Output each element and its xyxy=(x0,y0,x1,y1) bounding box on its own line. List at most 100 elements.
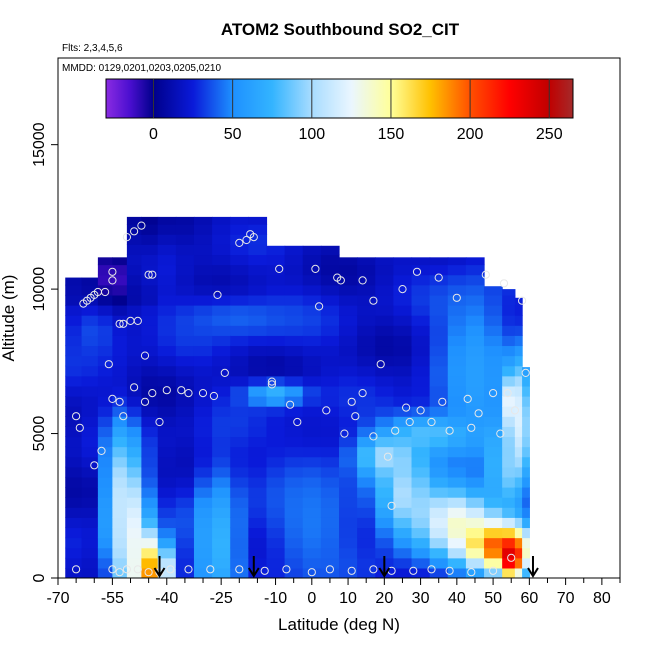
heatmap-cell xyxy=(230,385,249,397)
heatmap-cell xyxy=(230,294,249,306)
heatmap-cell xyxy=(465,385,485,397)
observation-point xyxy=(209,391,218,401)
heatmap-cell xyxy=(284,385,304,397)
heatmap-cell xyxy=(320,305,340,316)
heatmap-cell xyxy=(141,335,159,347)
heatmap-cell xyxy=(248,557,268,569)
heatmap-column xyxy=(175,216,195,578)
heatmap-cell xyxy=(141,416,159,427)
y-tick-label: 15000 xyxy=(31,122,48,167)
heatmap-cell xyxy=(112,527,128,539)
heatmap-cell xyxy=(248,264,268,276)
heatmap-cell xyxy=(514,537,523,549)
observation-point xyxy=(336,276,345,285)
heatmap-cell xyxy=(429,527,449,539)
heatmap-cell xyxy=(126,244,142,256)
heatmap-cell xyxy=(248,507,268,518)
heatmap-cell xyxy=(193,216,213,225)
observation-point xyxy=(369,565,378,574)
heatmap-cell xyxy=(465,335,485,347)
heatmap-cell xyxy=(502,527,516,539)
heatmap-cell xyxy=(193,507,213,518)
heatmap-cell xyxy=(429,567,449,578)
heatmap-cell xyxy=(284,284,304,296)
observation-point xyxy=(275,264,284,273)
heatmap-cell xyxy=(230,284,249,296)
heatmap-cell xyxy=(357,325,376,336)
heatmap-cell xyxy=(514,396,523,407)
observation-point xyxy=(376,360,385,369)
heatmap-cell xyxy=(175,244,195,256)
observation-point xyxy=(75,423,84,432)
heatmap-cell xyxy=(141,466,159,478)
heatmap-cell xyxy=(375,507,394,518)
heatmap-cell xyxy=(284,487,304,498)
observation-point xyxy=(481,270,490,279)
heatmap-cell xyxy=(157,315,177,326)
heatmap-cell xyxy=(502,446,516,458)
heatmap-cell xyxy=(375,406,394,417)
heatmap-cell xyxy=(429,497,449,508)
heatmap-cell xyxy=(411,416,431,427)
x-tick-label: 20 xyxy=(375,590,393,607)
heatmap-cell xyxy=(357,507,376,518)
heatmap-cell xyxy=(339,375,358,387)
heatmap-cell xyxy=(514,436,523,448)
heatmap-cell xyxy=(284,315,304,326)
heatmap-cell xyxy=(522,396,530,407)
heatmap-cell xyxy=(502,466,516,478)
colorbar-tick-label: 150 xyxy=(378,126,405,143)
heatmap-cell xyxy=(175,497,195,508)
heatmap-cell xyxy=(357,385,376,397)
heatmap-cell xyxy=(320,315,340,326)
heatmap-cell xyxy=(193,436,213,448)
heatmap-cell xyxy=(230,466,249,478)
heatmap-cell xyxy=(320,517,340,529)
heatmap-cell xyxy=(320,547,340,559)
heatmap-cell xyxy=(393,294,413,306)
heatmap-column xyxy=(411,257,431,578)
heatmap-cell xyxy=(357,375,376,387)
heatmap-cell xyxy=(65,517,83,529)
heatmap-cell xyxy=(97,436,113,448)
heatmap-cell xyxy=(411,365,431,377)
heatmap-cell xyxy=(502,537,516,549)
heatmap-cell xyxy=(502,547,516,559)
heatmap-cell xyxy=(357,284,376,296)
observation-point xyxy=(398,285,407,294)
heatmap-cell xyxy=(429,294,449,306)
observation-point xyxy=(434,273,443,282)
observation-point xyxy=(206,565,215,574)
heatmap-cell xyxy=(81,305,99,316)
heatmap-cell xyxy=(411,537,431,549)
observation-point xyxy=(315,302,324,311)
heatmap-cell xyxy=(65,385,83,397)
observation-point xyxy=(409,566,418,575)
heatmap-cell xyxy=(230,406,249,417)
heatmap-cell xyxy=(302,335,322,347)
heatmap-cell xyxy=(411,325,431,336)
heatmap-cell xyxy=(320,537,340,549)
heatmap-cell xyxy=(375,396,394,407)
heatmap-cell xyxy=(465,557,485,569)
heatmap-cell xyxy=(175,345,195,357)
heatmap-cell xyxy=(157,446,177,458)
heatmap-cell xyxy=(212,355,231,367)
heatmap-cell xyxy=(484,325,503,336)
observation-point xyxy=(267,377,276,386)
heatmap-cell xyxy=(141,274,159,286)
heatmap-cell xyxy=(141,396,159,407)
heatmap-cell xyxy=(141,365,159,377)
heatmap-cell xyxy=(357,547,376,559)
observation-point xyxy=(115,397,124,406)
heatmap-cell xyxy=(193,426,213,438)
heatmap-cell xyxy=(447,557,467,569)
heatmap-cell xyxy=(157,537,177,549)
observation-point xyxy=(198,389,208,398)
heatmap-cell xyxy=(302,456,322,468)
heatmap-cell xyxy=(266,497,286,508)
heatmap-cell xyxy=(248,385,268,397)
heatmap-cell xyxy=(157,305,177,316)
heatmap-cell xyxy=(212,244,231,256)
heatmap-cell xyxy=(126,325,142,336)
